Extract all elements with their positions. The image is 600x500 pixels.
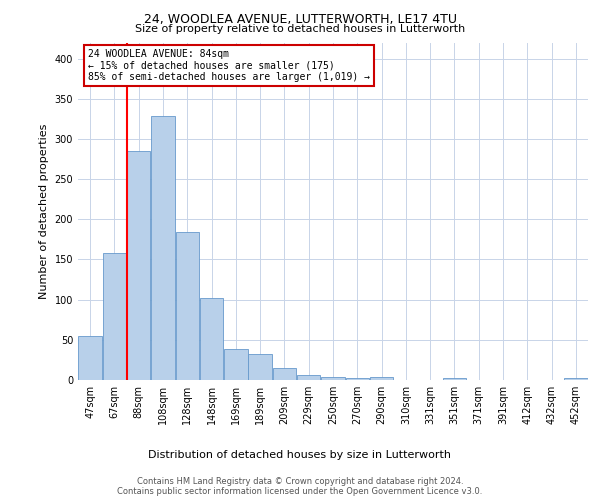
Bar	[151, 116, 175, 380]
Text: Distribution of detached houses by size in Lutterworth: Distribution of detached houses by size …	[149, 450, 452, 460]
Text: 24 WOODLEA AVENUE: 84sqm
← 15% of detached houses are smaller (175)
85% of semi-: 24 WOODLEA AVENUE: 84sqm ← 15% of detach…	[88, 50, 370, 82]
Text: Size of property relative to detached houses in Lutterworth: Size of property relative to detached ho…	[135, 24, 465, 34]
Bar	[346, 378, 369, 380]
Bar	[127, 151, 151, 380]
Y-axis label: Number of detached properties: Number of detached properties	[39, 124, 49, 299]
Bar	[321, 377, 345, 380]
Bar	[564, 378, 587, 380]
Text: 24, WOODLEA AVENUE, LUTTERWORTH, LE17 4TU: 24, WOODLEA AVENUE, LUTTERWORTH, LE17 4T…	[143, 12, 457, 26]
Text: Contains public sector information licensed under the Open Government Licence v3: Contains public sector information licen…	[118, 488, 482, 496]
Bar	[443, 378, 466, 380]
Bar	[200, 298, 223, 380]
Bar	[272, 368, 296, 380]
Text: Contains HM Land Registry data © Crown copyright and database right 2024.: Contains HM Land Registry data © Crown c…	[137, 478, 463, 486]
Bar	[297, 375, 320, 380]
Bar	[79, 336, 102, 380]
Bar	[176, 232, 199, 380]
Bar	[248, 354, 272, 380]
Bar	[224, 350, 248, 380]
Bar	[370, 377, 394, 380]
Bar	[103, 253, 126, 380]
